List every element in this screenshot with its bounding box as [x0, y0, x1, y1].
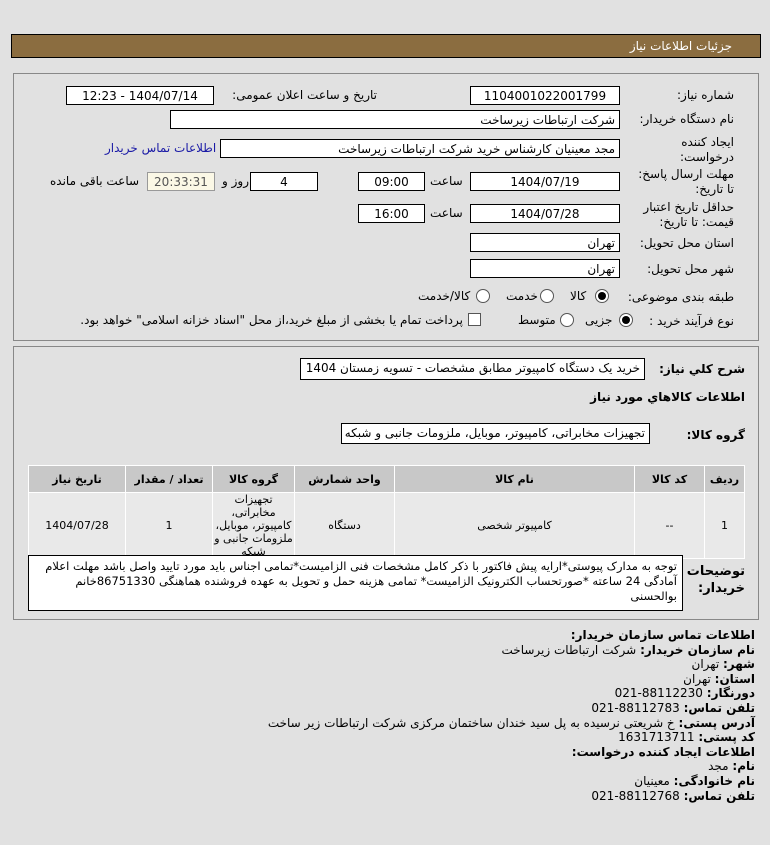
org-label: نام سازمان خریدار: — [640, 642, 755, 657]
days-remaining-field: 4 — [250, 172, 318, 191]
need-number-label: شماره نیاز: — [677, 88, 734, 102]
announce-label: تاریخ و ساعت اعلان عمومی: — [232, 88, 377, 102]
province-label: استان محل تحویل: — [639, 236, 734, 250]
validity-time-field: 16:00 — [358, 204, 425, 223]
validity-time-label: ساعت — [430, 206, 463, 220]
city-value: تهران — [691, 657, 720, 672]
city-label: شهر محل تحویل: — [647, 262, 734, 276]
category-radio-goods[interactable] — [595, 289, 609, 303]
goods-table: ردیف کد کالا نام کالا واحد شمارش گروه کا… — [28, 465, 745, 559]
contact-title: اطلاعات تماس سازمان خریدار: — [570, 628, 755, 642]
name-label: نام: — [732, 759, 755, 774]
buyer-label: نام دستگاه خریدار: — [639, 112, 735, 126]
buyer-field: شرکت ارتباطات زیرساخت — [170, 110, 620, 129]
creator-label: ایجاد کننده درخواست: — [680, 135, 734, 164]
category-radio-service[interactable] — [540, 289, 554, 303]
cell-date: 1404/07/28 — [28, 492, 126, 559]
province-field: تهران — [470, 233, 620, 252]
process-radio-medium[interactable] — [560, 313, 574, 327]
category-option-goods: کالا — [570, 289, 587, 303]
col-name: نام کالا — [394, 465, 635, 493]
announce-field: 1404/07/14 - 12:23 — [66, 86, 214, 105]
province-value: تهران — [683, 671, 711, 686]
address-label: آدرس پستی: — [678, 715, 755, 730]
deadline-time-field: 09:00 — [358, 172, 425, 191]
col-code: کد کالا — [634, 465, 705, 493]
deadline-time-label: ساعت — [430, 174, 463, 188]
org-value: شرکت ارتباطات زیرساخت — [501, 642, 637, 657]
fax-value: 88112230-021 — [614, 686, 703, 701]
postal-label: کد پستی: — [698, 730, 755, 745]
category-option-service: خدمت — [506, 289, 538, 303]
process-option-medium: متوسط — [518, 313, 556, 327]
days-label: روز و — [222, 174, 249, 188]
treasury-payment-checkbox[interactable] — [468, 313, 481, 326]
name-value: مجد — [708, 759, 729, 774]
process-label: نوع فرآیند خرید : — [649, 314, 734, 328]
goods-section-title: اطلاعات کالاهاي مورد نیاز — [590, 390, 745, 404]
cell-name: کامپیوتر شخصی — [394, 492, 635, 559]
postal-value: 1631713711 — [618, 730, 695, 745]
cell-unit: دستگاه — [294, 492, 395, 559]
treasury-payment-note: پرداخت تمام یا بخشی از مبلغ خرید،از محل … — [80, 313, 463, 327]
process-radio-minor[interactable] — [619, 313, 633, 327]
buyer-description: توجه به مدارک پیوستی*ارایه پیش فاکتور با… — [28, 555, 683, 611]
family-value: معینیان — [634, 773, 670, 788]
category-label: طبقه بندی موضوعی: — [627, 290, 734, 304]
fax-label: دورنگار: — [706, 686, 755, 701]
cell-qty: 1 — [125, 492, 213, 559]
phone-label: تلفن تماس: — [683, 700, 755, 715]
province-label: استان: — [714, 671, 755, 686]
need-number-field: 1104001022001799 — [470, 86, 620, 105]
creator-title: اطلاعات ایجاد کننده درخواست: — [571, 744, 755, 759]
buyer-contact-link[interactable]: اطلاعات تماس خریدار — [105, 141, 217, 155]
validity-date-field: 1404/07/28 — [470, 204, 620, 223]
creator-field: مجد معینیان کارشناس خرید شرکت ارتباطات ز… — [220, 139, 620, 158]
goods-group-field: تجهیزات مخابراتی، کامپیوتر، موبایل، ملزو… — [341, 423, 650, 444]
col-row: ردیف — [704, 465, 745, 493]
buyer-contact-info: اطلاعات تماس سازمان خریدار: نام سازمان خ… — [268, 628, 755, 803]
summary-label: شرح کلي نیاز: — [659, 362, 745, 376]
validity-label: حداقل تاریخ اعتبار قیمت: تا تاریخ: — [643, 200, 734, 229]
city-label: شهر: — [723, 657, 755, 672]
category-option-goods-service: کالا/خدمت — [418, 289, 471, 303]
deadline-date-field: 1404/07/19 — [470, 172, 620, 191]
creator-phone-label: تلفن تماس: — [683, 788, 755, 803]
city-field: تهران — [470, 259, 620, 278]
family-label: نام خانوادگی: — [673, 773, 755, 788]
page-header: جزئیات اطلاعات نیاز — [11, 34, 761, 58]
summary-field: خرید یک دستگاه کامپیوتر مطابق مشخصات - ت… — [300, 358, 645, 380]
process-option-minor: جزیی — [585, 313, 613, 327]
phone-value: 88112783-021 — [591, 700, 680, 715]
table-row: 1 -- کامپیوتر شخصی دستگاه تجهیزات مخابرا… — [28, 492, 745, 559]
cell-group: تجهیزات مخابراتی، کامپیوتر، موبایل، ملزو… — [212, 492, 295, 559]
address-value: خ شریعتی نرسیده به پل سید خندان ساختمان … — [267, 715, 675, 730]
time-remaining-field: 20:33:31 — [147, 172, 215, 191]
col-unit: واحد شمارش — [294, 465, 395, 493]
cell-row: 1 — [704, 492, 745, 559]
cell-code: -- — [634, 492, 705, 559]
time-remaining-label: ساعت باقی مانده — [50, 174, 140, 188]
creator-phone-value: 88112768-021 — [591, 788, 680, 803]
deadline-label: مهلت ارسال پاسخ: تا تاریخ: — [638, 167, 734, 196]
category-radio-goods-service[interactable] — [476, 289, 490, 303]
goods-group-label: گروه کالا: — [686, 428, 745, 442]
col-group: گروه کالا — [212, 465, 295, 493]
col-date: تاریخ نیاز — [28, 465, 126, 493]
col-qty: تعداد / مقدار — [125, 465, 213, 493]
buyer-description-label: توضیحات خریدار: — [686, 564, 745, 596]
